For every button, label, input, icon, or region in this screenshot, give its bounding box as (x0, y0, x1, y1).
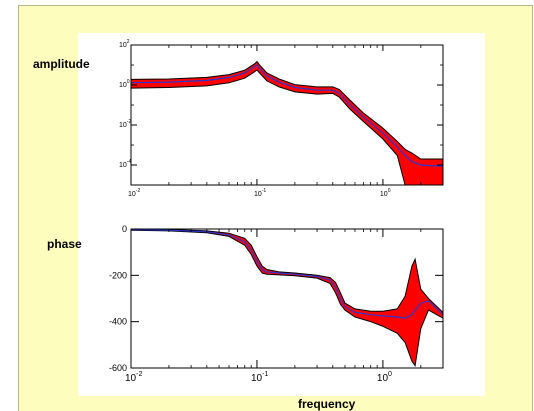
y-tick-label: -200 (109, 270, 127, 280)
uncertainty-band (131, 229, 443, 368)
x-tick-label: 10-2 (125, 371, 142, 384)
uncertainty-band (131, 60, 443, 185)
amplitude-axis-label: amplitude (33, 57, 90, 71)
nominal-response-line (131, 64, 443, 167)
nominal-response-line (131, 229, 443, 319)
phase-axis-label: phase (47, 237, 82, 251)
frequency-axis-label: frequency (298, 397, 356, 411)
y-tick-label: 100 (119, 79, 130, 89)
axes-box (130, 228, 444, 369)
x-tick-label: 10-1 (251, 371, 268, 384)
y-tick-label: 10-4 (119, 159, 131, 169)
x-tick-label: 100 (380, 188, 391, 198)
y-tick-label: -400 (109, 317, 127, 327)
y-tick-label: 102 (119, 39, 130, 49)
x-tick-label: 100 (377, 371, 392, 384)
amplitude-plot: 10-2 10-1 100 102 100 10-2 10-4 (119, 39, 444, 198)
y-tick-label: 10-2 (119, 119, 131, 129)
phase-plot: 10-2 10-1 100 0 -200 -400 -600 (109, 224, 444, 384)
x-tick-label: 10-1 (254, 188, 266, 198)
axes-box (130, 44, 444, 186)
y-tick-label: 0 (122, 224, 127, 234)
x-tick-label: 10-2 (128, 188, 140, 198)
y-tick-label: -600 (109, 363, 127, 373)
